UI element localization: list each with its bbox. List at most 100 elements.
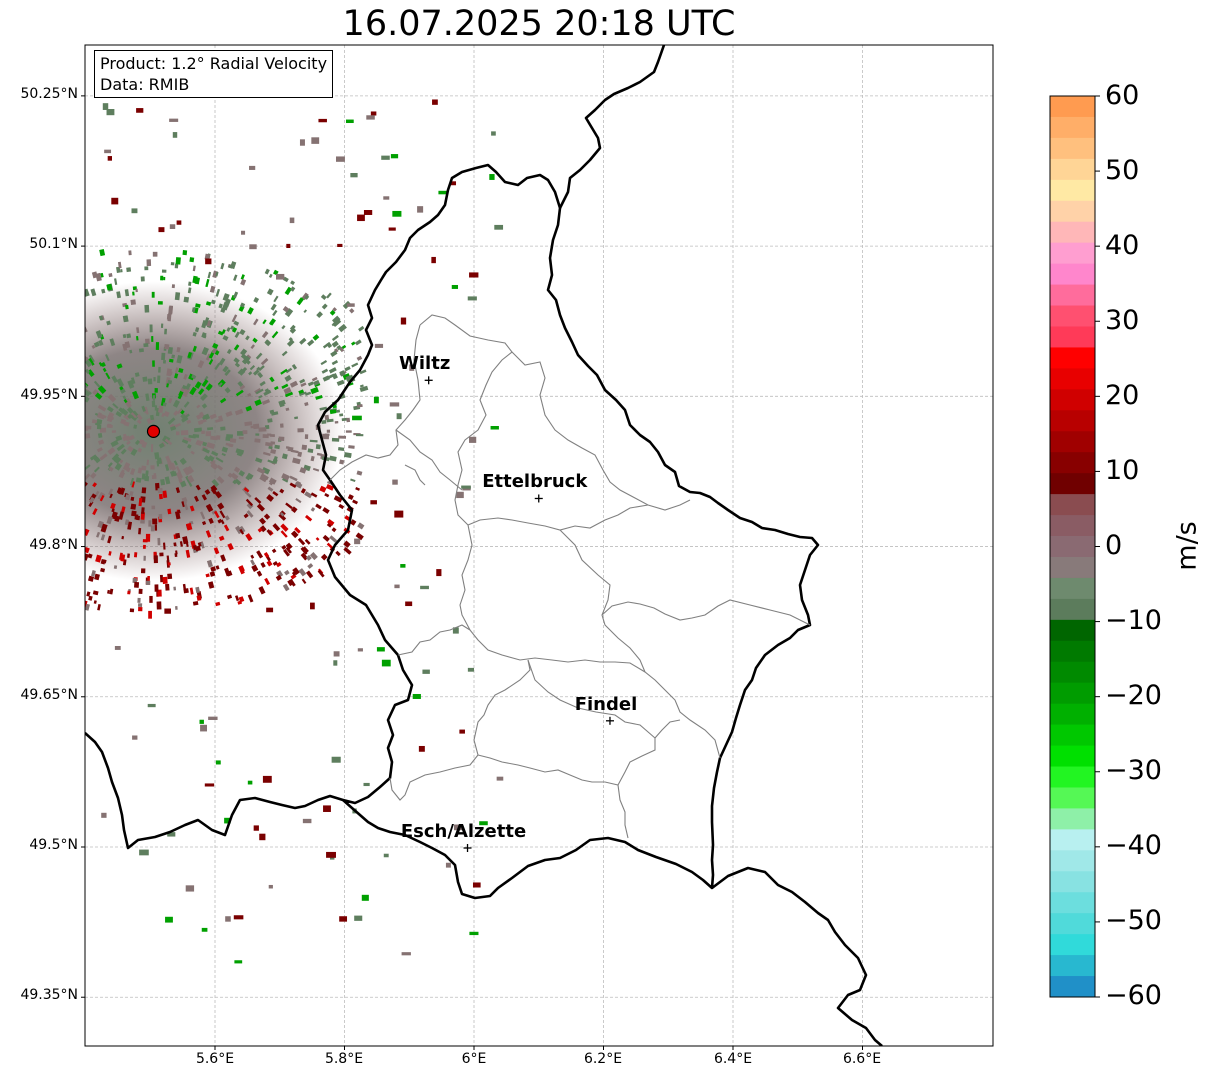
echo-pixel bbox=[198, 418, 207, 424]
echo-pixel bbox=[130, 503, 137, 510]
echo-pixel bbox=[326, 429, 331, 433]
echo-pixel bbox=[94, 456, 101, 464]
echo-pixel bbox=[87, 369, 95, 377]
echo-pixel bbox=[244, 421, 253, 427]
echo-pixel bbox=[149, 324, 153, 333]
echo-pixel bbox=[287, 579, 294, 587]
echo-pixel bbox=[174, 367, 179, 374]
echo-pixel bbox=[196, 439, 205, 445]
echo-pixel bbox=[301, 444, 308, 451]
echo-pixel bbox=[262, 434, 269, 439]
echo-pixel bbox=[185, 383, 192, 390]
colorbar-segment bbox=[1050, 431, 1095, 453]
echo-pixel bbox=[324, 414, 330, 420]
echo-pixel bbox=[332, 307, 337, 312]
echo-pixel bbox=[101, 812, 107, 818]
echo-pixel bbox=[312, 334, 320, 341]
echo-pixel bbox=[171, 284, 175, 289]
echo-pixel bbox=[226, 594, 233, 600]
echo-pixel bbox=[145, 470, 149, 479]
radar-site-marker[interactable] bbox=[146, 424, 161, 438]
echo-pixel bbox=[240, 278, 247, 286]
echo-pixel bbox=[189, 257, 195, 263]
echo-pixel bbox=[204, 253, 211, 260]
echo-pixel bbox=[216, 476, 225, 484]
echo-pixel bbox=[343, 540, 351, 548]
echo-pixel bbox=[85, 603, 90, 611]
echo-core bbox=[85, 281, 344, 582]
echo-pixel bbox=[337, 243, 343, 247]
echo-pixel bbox=[162, 490, 168, 499]
echo-pixel bbox=[129, 608, 135, 613]
echo-pixel bbox=[175, 487, 181, 494]
echo-pixel bbox=[124, 341, 131, 349]
echo-pixel bbox=[354, 915, 363, 921]
echo-pixel bbox=[204, 489, 211, 495]
echo-pixel bbox=[238, 565, 245, 575]
echo-pixel bbox=[254, 438, 261, 443]
echo-pixel bbox=[297, 451, 303, 457]
echo-pixel bbox=[205, 573, 210, 578]
echo-pixel bbox=[264, 388, 270, 394]
echo-pixel bbox=[271, 411, 279, 416]
echo-pixel bbox=[136, 413, 143, 421]
echo-pixel bbox=[95, 554, 102, 563]
echo-pixel bbox=[98, 339, 104, 346]
echo-pixel bbox=[165, 455, 172, 464]
colorbar-segment bbox=[1050, 703, 1095, 726]
echo-pixel bbox=[356, 355, 363, 361]
echo-pixel bbox=[350, 172, 358, 178]
echo-pixel bbox=[205, 530, 212, 538]
echo-pixel bbox=[107, 415, 115, 421]
echo-pixel bbox=[149, 595, 153, 603]
echo-pixel bbox=[108, 488, 114, 496]
echo-pixel bbox=[98, 315, 104, 321]
echo-pixel bbox=[167, 573, 173, 580]
echo-pixel bbox=[130, 477, 135, 486]
echo-pixel bbox=[138, 588, 143, 594]
echo-pixel bbox=[245, 498, 254, 507]
echo-pixel bbox=[304, 491, 313, 499]
colorbar-segment bbox=[1050, 640, 1095, 663]
echo-pixel bbox=[106, 283, 113, 291]
echo-pixel bbox=[215, 456, 224, 463]
echo-pixel bbox=[158, 366, 161, 373]
echo-pixel bbox=[189, 386, 197, 396]
map-title: 16.07.2025 20:18 UTC bbox=[342, 4, 736, 44]
echo-pixel bbox=[182, 466, 191, 476]
echo-pixel bbox=[348, 445, 355, 449]
echo-pixel bbox=[174, 511, 181, 520]
echo-pixel bbox=[101, 288, 106, 294]
echo-pixel bbox=[333, 495, 343, 503]
echo-pixel bbox=[329, 455, 337, 462]
echo-pixel bbox=[260, 562, 266, 568]
echo-pixel bbox=[167, 832, 176, 837]
echo-pixel bbox=[128, 250, 132, 256]
echo-pixel bbox=[99, 453, 108, 461]
echo-pixel bbox=[100, 272, 104, 278]
colorbar-segment bbox=[1050, 556, 1095, 579]
echo-pixel bbox=[181, 416, 189, 423]
echo-pixel bbox=[310, 507, 316, 512]
echo-pixel bbox=[216, 464, 224, 471]
echo-pixel bbox=[345, 430, 352, 433]
echo-pixel bbox=[100, 534, 106, 541]
echo-pixel bbox=[285, 502, 293, 510]
echo-pixel bbox=[112, 456, 118, 462]
echo-pixel bbox=[180, 430, 189, 436]
echo-pixel bbox=[114, 278, 118, 285]
echo-pixel bbox=[267, 418, 273, 423]
echo-pixel bbox=[438, 190, 449, 195]
echo-pixel bbox=[138, 527, 142, 535]
echo-pixel bbox=[130, 468, 136, 476]
echo-pixel bbox=[453, 824, 463, 831]
city-label-ettelbruck: Ettelbruck bbox=[482, 471, 588, 493]
colorbar-segment bbox=[1050, 137, 1095, 160]
echo-pixel bbox=[117, 261, 122, 269]
echo-pixel bbox=[247, 392, 252, 397]
echo-pixel bbox=[310, 455, 315, 462]
echo-pixel bbox=[98, 439, 105, 445]
echo-pixel bbox=[87, 553, 93, 559]
echo-pixel bbox=[153, 473, 157, 479]
